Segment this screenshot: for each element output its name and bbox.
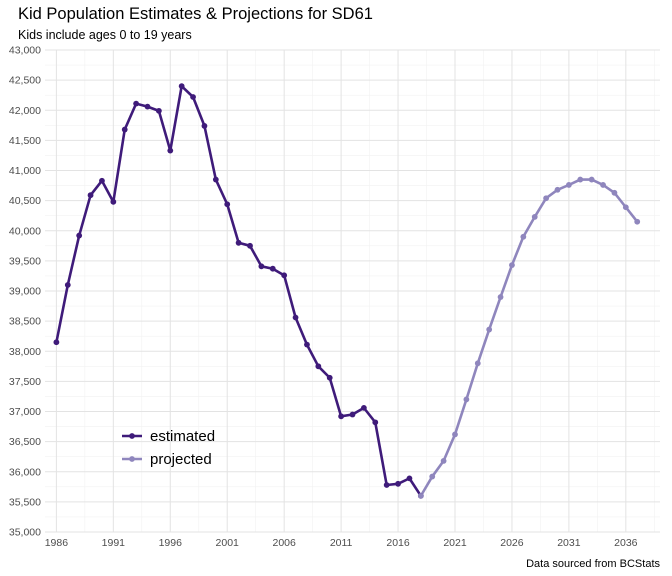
y-tick-label: 39,500	[9, 255, 41, 267]
data-point-estimated	[133, 100, 140, 107]
data-point-projected	[531, 213, 538, 220]
y-axis: 35,000 35,500 36,000 36,500 37,000 37,500 38,0…	[9, 45, 41, 539]
data-point-projected	[520, 233, 527, 240]
y-tick-label: 36,000	[9, 466, 41, 478]
data-point-estimated	[167, 147, 174, 154]
data-point-estimated	[247, 242, 253, 249]
data-point-projected	[611, 189, 618, 196]
x-tick-label: 2036	[614, 537, 638, 549]
data-point-estimated	[144, 103, 151, 110]
y-tick-label: 42,000	[9, 105, 41, 117]
x-tick-label: 2031	[557, 537, 581, 549]
y-tick-label: 42,500	[9, 75, 41, 87]
data-point-estimated	[64, 282, 71, 288]
data-point-projected	[463, 396, 470, 403]
data-point-estimated	[201, 123, 208, 129]
data-point-estimated	[212, 176, 219, 183]
x-tick-label: 2016	[386, 537, 410, 549]
data-point-projected	[577, 176, 584, 183]
data-point-estimated	[349, 411, 356, 418]
data-point-estimated	[315, 363, 322, 370]
data-point-estimated	[258, 263, 265, 270]
legend-key-point	[129, 433, 135, 439]
y-tick-label: 35,500	[9, 496, 41, 508]
series-group	[53, 83, 641, 499]
x-axis: 1986 1991 1996 2001 2006 2011 2016 2021 2026 2031…	[45, 537, 638, 549]
data-point-estimated	[292, 314, 299, 321]
data-point-estimated	[155, 107, 162, 114]
data-point-estimated	[383, 482, 390, 488]
data-point-estimated	[338, 413, 345, 420]
data-point-projected	[622, 204, 629, 211]
data-point-projected	[452, 431, 458, 438]
x-tick-label: 1996	[159, 537, 183, 549]
data-point-estimated	[110, 198, 117, 205]
data-point-estimated	[178, 83, 185, 90]
data-point-estimated	[326, 374, 333, 381]
data-point-estimated	[53, 339, 60, 346]
data-point-estimated	[304, 341, 310, 348]
y-tick-label: 35,000	[9, 527, 41, 539]
y-tick-label: 37,000	[9, 406, 41, 418]
series-line-projected	[419, 178, 639, 498]
data-point-projected	[474, 360, 481, 367]
x-tick-label: 2006	[272, 537, 296, 549]
y-tick-label: 37,500	[9, 376, 41, 388]
data-point-estimated	[87, 192, 94, 199]
y-tick-label: 41,000	[9, 165, 41, 177]
y-tick-label: 40,000	[9, 225, 41, 237]
data-point-projected	[588, 176, 595, 183]
legend-label: projected	[150, 451, 212, 468]
data-point-projected	[509, 262, 515, 268]
data-point-estimated	[224, 201, 231, 208]
y-tick-label: 43,000	[9, 45, 41, 57]
data-point-estimated	[76, 232, 83, 239]
data-point-estimated	[190, 94, 196, 100]
legend-label: estimated	[150, 428, 215, 445]
data-point-estimated	[269, 265, 276, 272]
chart-title: Kid Population Estimates & Projections f…	[18, 5, 373, 23]
data-point-projected	[600, 182, 606, 188]
data-point-projected	[417, 492, 424, 499]
data-point-projected	[543, 195, 550, 202]
legend: estimated projected	[122, 428, 215, 468]
data-point-projected	[486, 326, 493, 333]
x-tick-label: 2021	[443, 537, 467, 549]
data-point-projected	[440, 458, 447, 464]
data-point-estimated	[281, 272, 288, 279]
data-point-estimated	[372, 419, 379, 426]
data-point-estimated	[121, 126, 128, 133]
data-point-projected	[634, 218, 641, 225]
y-tick-label: 41,500	[9, 135, 41, 147]
data-point-estimated	[406, 475, 413, 482]
major-gridlines	[45, 49, 660, 533]
y-tick-label: 38,000	[9, 346, 41, 358]
data-point-estimated	[360, 404, 367, 411]
data-point-estimated	[99, 177, 105, 184]
y-tick-label: 36,500	[9, 436, 41, 448]
chart-subtitle: Kids include ages 0 to 19 years	[18, 28, 192, 42]
data-point-projected	[429, 473, 436, 480]
x-tick-label: 1991	[102, 537, 126, 549]
x-tick-label: 2001	[216, 537, 240, 549]
x-tick-label: 1986	[45, 537, 69, 549]
data-point-projected	[554, 186, 561, 193]
data-point-projected	[565, 182, 572, 188]
y-tick-label: 40,500	[9, 195, 41, 207]
data-point-estimated	[395, 480, 401, 487]
y-tick-label: 39,000	[9, 286, 41, 298]
x-tick-label: 2026	[500, 537, 524, 549]
x-tick-label: 2011	[330, 537, 353, 549]
data-point-projected	[497, 294, 504, 300]
data-point-estimated	[235, 239, 242, 246]
y-tick-label: 38,500	[9, 316, 41, 328]
legend-key-point	[129, 456, 135, 462]
chart-caption: Data sourced from BCStats	[526, 558, 660, 570]
